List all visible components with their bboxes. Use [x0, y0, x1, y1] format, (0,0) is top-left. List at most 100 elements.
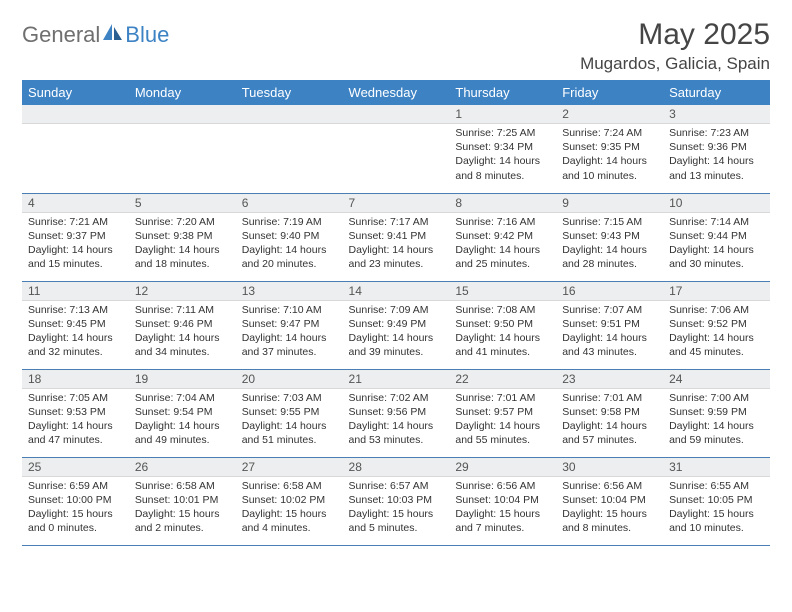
sunset-line: Sunset: 9:34 PM: [455, 140, 550, 154]
logo-text-general: General: [22, 22, 100, 48]
sunset-line: Sunset: 10:05 PM: [669, 493, 764, 507]
sunset-line: Sunset: 10:01 PM: [135, 493, 230, 507]
calendar-header-row: SundayMondayTuesdayWednesdayThursdayFrid…: [22, 80, 770, 105]
day-number: 22: [449, 370, 556, 389]
daylight-line: Daylight: 14 hours and 23 minutes.: [349, 243, 444, 271]
day-details: Sunrise: 7:13 AMSunset: 9:45 PMDaylight:…: [22, 301, 129, 364]
day-details: Sunrise: 7:01 AMSunset: 9:57 PMDaylight:…: [449, 389, 556, 452]
sunrise-line: Sunrise: 7:04 AM: [135, 391, 230, 405]
daylight-line: Daylight: 14 hours and 45 minutes.: [669, 331, 764, 359]
calendar-cell: 20Sunrise: 7:03 AMSunset: 9:55 PMDayligh…: [236, 369, 343, 457]
sunset-line: Sunset: 9:49 PM: [349, 317, 444, 331]
sunset-line: Sunset: 9:43 PM: [562, 229, 657, 243]
sunset-line: Sunset: 10:03 PM: [349, 493, 444, 507]
day-number: 1: [449, 105, 556, 124]
daylight-line: Daylight: 14 hours and 20 minutes.: [242, 243, 337, 271]
day-number: 13: [236, 282, 343, 301]
day-details: Sunrise: 7:03 AMSunset: 9:55 PMDaylight:…: [236, 389, 343, 452]
calendar-cell: 19Sunrise: 7:04 AMSunset: 9:54 PMDayligh…: [129, 369, 236, 457]
daylight-line: Daylight: 14 hours and 47 minutes.: [28, 419, 123, 447]
sunset-line: Sunset: 9:56 PM: [349, 405, 444, 419]
daylight-line: Daylight: 15 hours and 8 minutes.: [562, 507, 657, 535]
sunrise-line: Sunrise: 7:05 AM: [28, 391, 123, 405]
daylight-line: Daylight: 14 hours and 59 minutes.: [669, 419, 764, 447]
day-number: 23: [556, 370, 663, 389]
sunrise-line: Sunrise: 7:25 AM: [455, 126, 550, 140]
daylight-line: Daylight: 14 hours and 8 minutes.: [455, 154, 550, 182]
day-number: 14: [343, 282, 450, 301]
sunset-line: Sunset: 10:04 PM: [455, 493, 550, 507]
daylight-line: Daylight: 14 hours and 39 minutes.: [349, 331, 444, 359]
daylight-line: Daylight: 14 hours and 43 minutes.: [562, 331, 657, 359]
weekday-header: Monday: [129, 80, 236, 105]
sunrise-line: Sunrise: 7:24 AM: [562, 126, 657, 140]
calendar-cell: 15Sunrise: 7:08 AMSunset: 9:50 PMDayligh…: [449, 281, 556, 369]
sunrise-line: Sunrise: 7:02 AM: [349, 391, 444, 405]
daylight-line: Daylight: 14 hours and 32 minutes.: [28, 331, 123, 359]
sunrise-line: Sunrise: 7:13 AM: [28, 303, 123, 317]
title-block: May 2025 Mugardos, Galicia, Spain: [580, 18, 770, 74]
sunset-line: Sunset: 9:55 PM: [242, 405, 337, 419]
daylight-line: Daylight: 14 hours and 53 minutes.: [349, 419, 444, 447]
weekday-header: Sunday: [22, 80, 129, 105]
daylight-line: Daylight: 15 hours and 10 minutes.: [669, 507, 764, 535]
day-number-empty: [236, 105, 343, 124]
sunrise-line: Sunrise: 6:56 AM: [562, 479, 657, 493]
location-subtitle: Mugardos, Galicia, Spain: [580, 54, 770, 74]
day-number: 4: [22, 194, 129, 213]
sunrise-line: Sunrise: 7:19 AM: [242, 215, 337, 229]
sunrise-line: Sunrise: 6:58 AM: [242, 479, 337, 493]
day-details: Sunrise: 6:59 AMSunset: 10:00 PMDaylight…: [22, 477, 129, 540]
day-number: 30: [556, 458, 663, 477]
daylight-line: Daylight: 14 hours and 25 minutes.: [455, 243, 550, 271]
calendar-cell: 10Sunrise: 7:14 AMSunset: 9:44 PMDayligh…: [663, 193, 770, 281]
sunset-line: Sunset: 9:51 PM: [562, 317, 657, 331]
calendar-cell: 9Sunrise: 7:15 AMSunset: 9:43 PMDaylight…: [556, 193, 663, 281]
daylight-line: Daylight: 14 hours and 49 minutes.: [135, 419, 230, 447]
day-number: 11: [22, 282, 129, 301]
sunrise-line: Sunrise: 6:57 AM: [349, 479, 444, 493]
day-details: Sunrise: 7:06 AMSunset: 9:52 PMDaylight:…: [663, 301, 770, 364]
calendar-week-row: 11Sunrise: 7:13 AMSunset: 9:45 PMDayligh…: [22, 281, 770, 369]
day-details: Sunrise: 6:56 AMSunset: 10:04 PMDaylight…: [449, 477, 556, 540]
day-number: 3: [663, 105, 770, 124]
calendar-page: General Blue May 2025 Mugardos, Galicia,…: [0, 0, 792, 612]
sunset-line: Sunset: 9:47 PM: [242, 317, 337, 331]
day-number-empty: [22, 105, 129, 124]
day-details: Sunrise: 7:19 AMSunset: 9:40 PMDaylight:…: [236, 213, 343, 276]
sunset-line: Sunset: 9:44 PM: [669, 229, 764, 243]
calendar-week-row: 4Sunrise: 7:21 AMSunset: 9:37 PMDaylight…: [22, 193, 770, 281]
day-number: 15: [449, 282, 556, 301]
calendar-week-row: 25Sunrise: 6:59 AMSunset: 10:00 PMDaylig…: [22, 457, 770, 545]
daylight-line: Daylight: 14 hours and 57 minutes.: [562, 419, 657, 447]
daylight-line: Daylight: 14 hours and 55 minutes.: [455, 419, 550, 447]
day-number: 31: [663, 458, 770, 477]
sunrise-line: Sunrise: 7:01 AM: [455, 391, 550, 405]
calendar-cell: 13Sunrise: 7:10 AMSunset: 9:47 PMDayligh…: [236, 281, 343, 369]
sunrise-line: Sunrise: 7:14 AM: [669, 215, 764, 229]
calendar-cell: 23Sunrise: 7:01 AMSunset: 9:58 PMDayligh…: [556, 369, 663, 457]
logo-sail-icon: [103, 24, 123, 47]
sunrise-line: Sunrise: 7:23 AM: [669, 126, 764, 140]
calendar-cell: 5Sunrise: 7:20 AMSunset: 9:38 PMDaylight…: [129, 193, 236, 281]
logo-text-blue: Blue: [125, 22, 169, 48]
day-details: Sunrise: 7:25 AMSunset: 9:34 PMDaylight:…: [449, 124, 556, 187]
sunrise-line: Sunrise: 7:10 AM: [242, 303, 337, 317]
sunset-line: Sunset: 9:58 PM: [562, 405, 657, 419]
weekday-header: Friday: [556, 80, 663, 105]
day-details: Sunrise: 7:17 AMSunset: 9:41 PMDaylight:…: [343, 213, 450, 276]
calendar-cell: 4Sunrise: 7:21 AMSunset: 9:37 PMDaylight…: [22, 193, 129, 281]
daylight-line: Daylight: 14 hours and 10 minutes.: [562, 154, 657, 182]
sunrise-line: Sunrise: 7:17 AM: [349, 215, 444, 229]
daylight-line: Daylight: 14 hours and 13 minutes.: [669, 154, 764, 182]
month-title: May 2025: [580, 18, 770, 52]
day-number: 28: [343, 458, 450, 477]
calendar-cell: [236, 105, 343, 193]
sunset-line: Sunset: 9:59 PM: [669, 405, 764, 419]
day-details: Sunrise: 6:58 AMSunset: 10:02 PMDaylight…: [236, 477, 343, 540]
day-details: Sunrise: 7:21 AMSunset: 9:37 PMDaylight:…: [22, 213, 129, 276]
sunset-line: Sunset: 9:42 PM: [455, 229, 550, 243]
day-details: Sunrise: 7:02 AMSunset: 9:56 PMDaylight:…: [343, 389, 450, 452]
day-number: 29: [449, 458, 556, 477]
sunrise-line: Sunrise: 7:09 AM: [349, 303, 444, 317]
